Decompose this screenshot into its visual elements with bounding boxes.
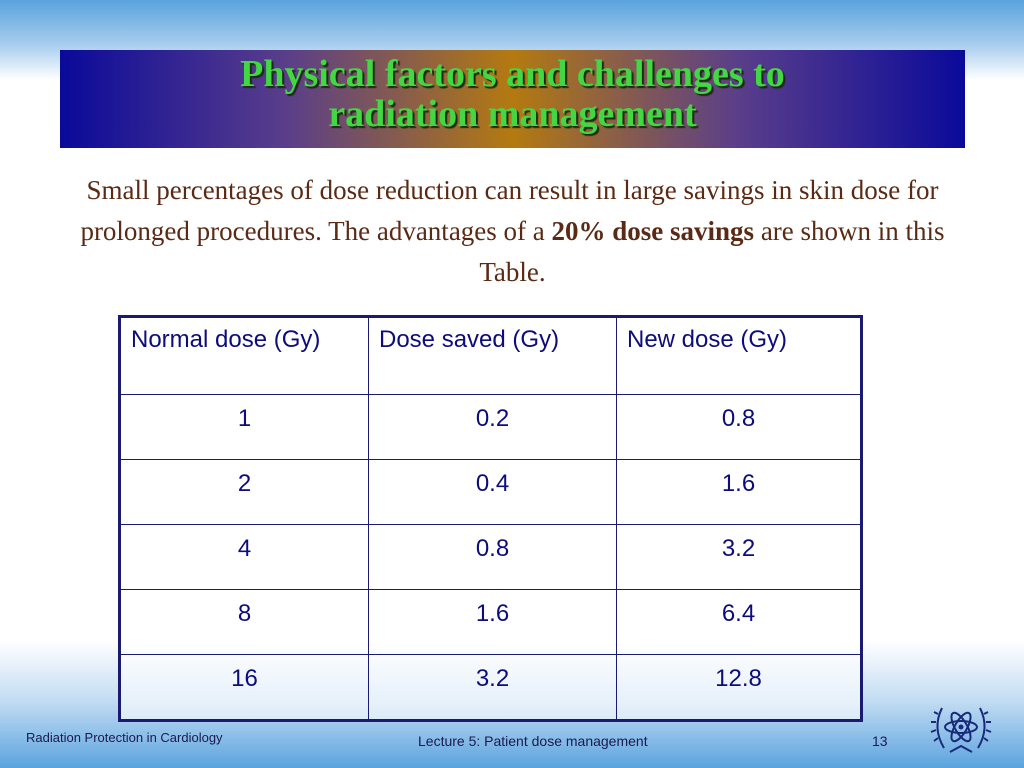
title-line-1: Physical factors and challenges to xyxy=(240,53,785,95)
title-line-2: radiation management xyxy=(328,93,697,135)
intro-post: are shown in this Table. xyxy=(479,216,945,287)
footer-course: Radiation Protection in Cardiology xyxy=(26,730,223,745)
iaea-logo-icon xyxy=(930,707,992,753)
table-cell: 1.6 xyxy=(616,458,862,525)
table-row: 1 0.2 0.8 xyxy=(119,394,862,460)
table-cell: 1.6 xyxy=(368,588,617,655)
dose-table: Normal dose (Gy) Dose saved (Gy) New dos… xyxy=(118,315,863,722)
page-number: 13 xyxy=(872,733,888,749)
table-cell: 8 xyxy=(119,588,369,655)
table-cell: 12.8 xyxy=(616,653,862,721)
header-cell: Normal dose (Gy) xyxy=(119,316,369,395)
table-cell: 0.4 xyxy=(368,458,617,525)
table-cell: 3.2 xyxy=(616,523,862,590)
table-cell: 4 xyxy=(119,523,369,590)
table-row: 2 0.4 1.6 xyxy=(119,458,862,525)
header-cell: New dose (Gy) xyxy=(616,316,862,395)
table-cell: 0.8 xyxy=(616,394,862,460)
slide-title: Physical factors and challenges to radia… xyxy=(60,54,965,134)
table-header-row: Normal dose (Gy) Dose saved (Gy) New dos… xyxy=(119,316,862,395)
table-cell: 0.8 xyxy=(368,523,617,590)
table-cell: 6.4 xyxy=(616,588,862,655)
table-cell: 2 xyxy=(119,458,369,525)
table-cell: 3.2 xyxy=(368,653,617,721)
intro-pre: Small percentages of dose reduction can … xyxy=(80,175,939,246)
table-row: 4 0.8 3.2 xyxy=(119,523,862,590)
table-cell: 16 xyxy=(119,653,369,721)
table-cell: 0.2 xyxy=(368,394,617,460)
title-banner xyxy=(60,50,965,148)
footer-lecture: Lecture 5: Patient dose management xyxy=(418,733,648,749)
table-cell: 1 xyxy=(119,394,369,460)
intro-bold: 20% dose savings xyxy=(551,216,755,246)
table-row: 16 3.2 12.8 xyxy=(119,653,862,721)
table-row: 8 1.6 6.4 xyxy=(119,588,862,655)
intro-text: Small percentages of dose reduction can … xyxy=(60,170,965,293)
header-cell: Dose saved (Gy) xyxy=(368,316,617,395)
